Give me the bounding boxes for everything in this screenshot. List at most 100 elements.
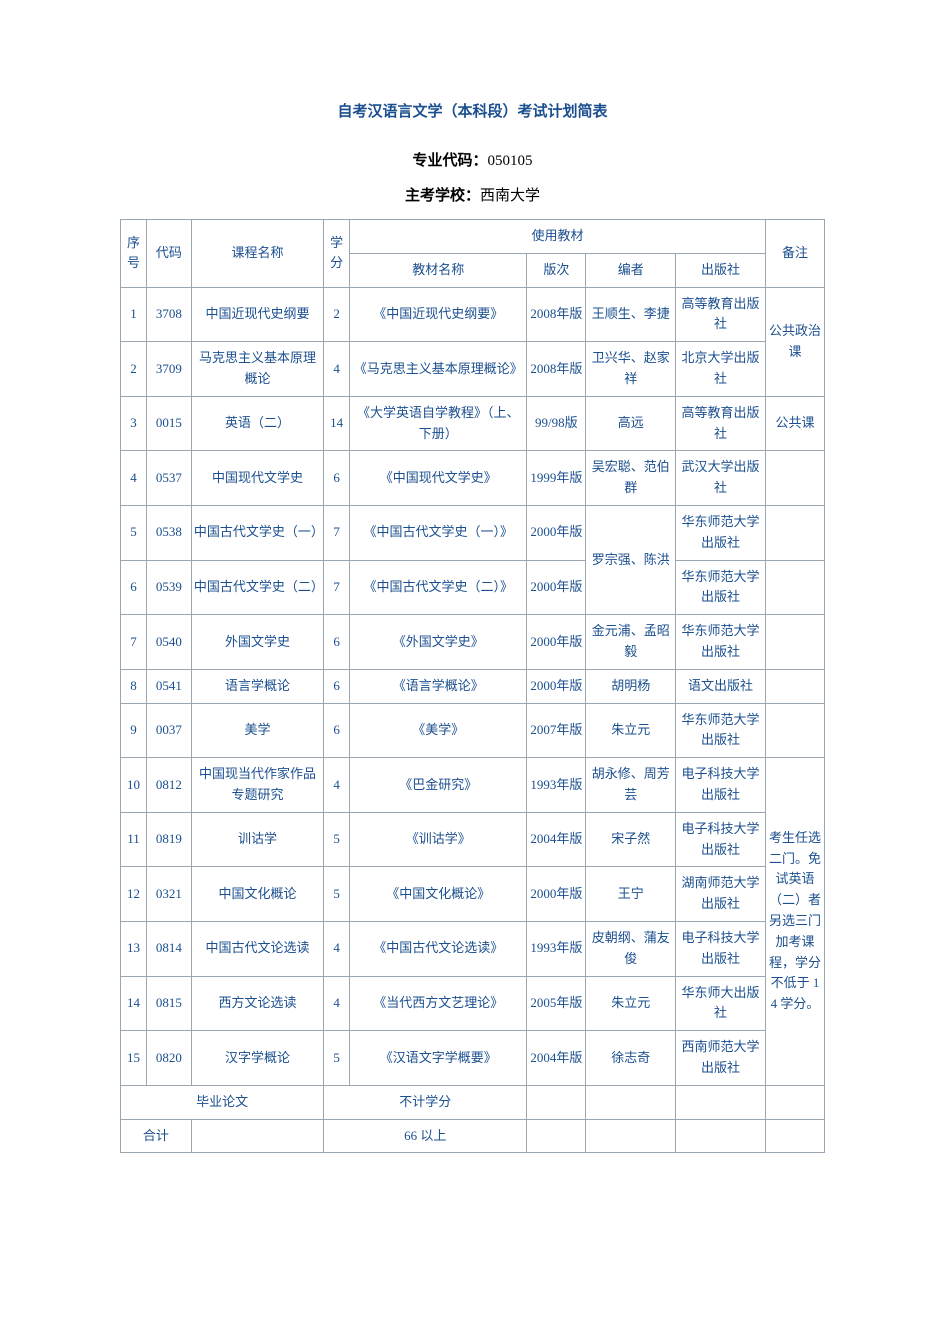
cell-seq: 8 <box>121 669 147 703</box>
cell-credit: 4 <box>324 758 350 813</box>
cell-publisher: 电子科技大学出版社 <box>676 812 766 867</box>
cell-seq: 6 <box>121 560 147 615</box>
cell-author: 朱立元 <box>586 703 676 758</box>
school-value: 西南大学 <box>480 188 540 204</box>
cell-empty <box>527 1119 586 1153</box>
cell-author: 皮朝纲、蒲友俊 <box>586 921 676 976</box>
cell-code: 0539 <box>146 560 191 615</box>
cell-author: 吴宏聪、范伯群 <box>586 451 676 506</box>
table-row: 4 0537 中国现代文学史 6 《中国现代文学史》 1999年版 吴宏聪、范伯… <box>121 451 825 506</box>
cell-publisher: 华东师范大学出版社 <box>676 615 766 670</box>
cell-author: 高远 <box>586 396 676 451</box>
course-plan-table: 序号 代码 课程名称 学分 使用教材 备注 教材名称 版次 编者 出版社 1 3… <box>120 219 825 1153</box>
cell-seq: 3 <box>121 396 147 451</box>
cell-seq: 4 <box>121 451 147 506</box>
cell-code: 0819 <box>146 812 191 867</box>
cell-course: 西方文论选读 <box>191 976 323 1031</box>
cell-seq: 10 <box>121 758 147 813</box>
cell-course: 中国现当代作家作品专题研究 <box>191 758 323 813</box>
cell-publisher: 湖南师范大学出版社 <box>676 867 766 922</box>
cell-course: 中国古代文学史（二） <box>191 560 323 615</box>
total-label: 合计 <box>121 1119 192 1153</box>
cell-edition: 2005年版 <box>527 976 586 1031</box>
cell-book: 《中国古代文论选读》 <box>350 921 527 976</box>
table-row: 15 0820 汉字学概论 5 《汉语文字学概要》 2004年版 徐志奇 西南师… <box>121 1031 825 1086</box>
cell-author: 朱立元 <box>586 976 676 1031</box>
cell-empty <box>676 1119 766 1153</box>
cell-author: 金元浦、孟昭毅 <box>586 615 676 670</box>
cell-empty <box>586 1119 676 1153</box>
cell-publisher: 北京大学出版社 <box>676 342 766 397</box>
table-row: 12 0321 中国文化概论 5 《中国文化概论》 2000年版 王宁 湖南师范… <box>121 867 825 922</box>
cell-note: 公共课 <box>765 396 824 451</box>
thesis-label: 毕业论文 <box>121 1085 324 1119</box>
cell-credit: 4 <box>324 342 350 397</box>
cell-book: 《巴金研究》 <box>350 758 527 813</box>
cell-empty <box>765 1119 824 1153</box>
cell-author: 王宁 <box>586 867 676 922</box>
cell-credit: 7 <box>324 505 350 560</box>
table-row: 11 0819 训诂学 5 《训诂学》 2004年版 宋子然 电子科技大学出版社 <box>121 812 825 867</box>
cell-author: 王顺生、李捷 <box>586 287 676 342</box>
cell-edition: 1993年版 <box>527 758 586 813</box>
table-row: 6 0539 中国古代文学史（二） 7 《中国古代文学史（二）》 2000年版 … <box>121 560 825 615</box>
table-footer-total: 合计 66 以上 <box>121 1119 825 1153</box>
header-publisher: 出版社 <box>676 253 766 287</box>
cell-book: 《训诂学》 <box>350 812 527 867</box>
header-author: 编者 <box>586 253 676 287</box>
table-row: 14 0815 西方文论选读 4 《当代西方文艺理论》 2005年版 朱立元 华… <box>121 976 825 1031</box>
cell-credit: 5 <box>324 867 350 922</box>
school-label: 主考学校： <box>405 188 480 204</box>
cell-edition: 2004年版 <box>527 1031 586 1086</box>
cell-note-empty <box>765 451 824 506</box>
school-line: 主考学校：西南大学 <box>120 184 825 205</box>
cell-course: 马克思主义基本原理概论 <box>191 342 323 397</box>
cell-edition: 2000年版 <box>527 560 586 615</box>
table-row: 13 0814 中国古代文论选读 4 《中国古代文论选读》 1993年版 皮朝纲… <box>121 921 825 976</box>
cell-book: 《中国文化概论》 <box>350 867 527 922</box>
cell-book: 《中国古代文学史（二）》 <box>350 560 527 615</box>
cell-seq: 11 <box>121 812 147 867</box>
table-footer-thesis: 毕业论文 不计学分 <box>121 1085 825 1119</box>
cell-edition: 2004年版 <box>527 812 586 867</box>
table-header-row-1: 序号 代码 课程名称 学分 使用教材 备注 <box>121 220 825 254</box>
cell-credit: 6 <box>324 615 350 670</box>
cell-book: 《语言学概论》 <box>350 669 527 703</box>
cell-credit: 2 <box>324 287 350 342</box>
cell-credit: 14 <box>324 396 350 451</box>
cell-course: 中国古代文论选读 <box>191 921 323 976</box>
cell-seq: 13 <box>121 921 147 976</box>
cell-note-empty <box>765 505 824 560</box>
thesis-credit: 不计学分 <box>324 1085 527 1119</box>
header-seq: 序号 <box>121 220 147 288</box>
cell-edition: 2007年版 <box>527 703 586 758</box>
cell-code: 0537 <box>146 451 191 506</box>
cell-publisher: 武汉大学出版社 <box>676 451 766 506</box>
cell-seq: 2 <box>121 342 147 397</box>
cell-course: 中国文化概论 <box>191 867 323 922</box>
cell-course: 汉字学概论 <box>191 1031 323 1086</box>
cell-seq: 7 <box>121 615 147 670</box>
cell-code: 0015 <box>146 396 191 451</box>
major-code-label: 专业代码： <box>412 153 487 169</box>
cell-seq: 9 <box>121 703 147 758</box>
cell-publisher: 电子科技大学出版社 <box>676 758 766 813</box>
cell-book: 《汉语文字学概要》 <box>350 1031 527 1086</box>
cell-note-empty <box>765 703 824 758</box>
cell-edition: 2000年版 <box>527 867 586 922</box>
major-code-value: 050105 <box>488 153 533 169</box>
cell-author: 徐志奇 <box>586 1031 676 1086</box>
cell-code: 0820 <box>146 1031 191 1086</box>
header-textbook-group: 使用教材 <box>350 220 766 254</box>
cell-edition: 1993年版 <box>527 921 586 976</box>
cell-credit: 4 <box>324 976 350 1031</box>
header-code: 代码 <box>146 220 191 288</box>
cell-course: 语言学概论 <box>191 669 323 703</box>
cell-empty <box>586 1085 676 1119</box>
cell-credit: 4 <box>324 921 350 976</box>
header-textbook-name: 教材名称 <box>350 253 527 287</box>
cell-book: 《外国文学史》 <box>350 615 527 670</box>
cell-note-empty <box>765 615 824 670</box>
cell-edition: 2000年版 <box>527 505 586 560</box>
cell-publisher: 华东师范大学出版社 <box>676 703 766 758</box>
